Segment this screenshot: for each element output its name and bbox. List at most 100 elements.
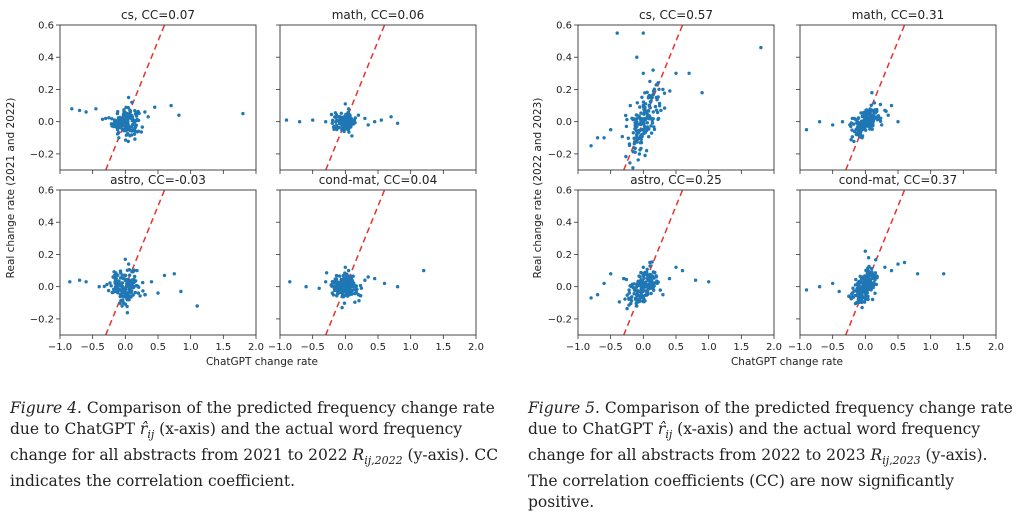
scatter-point: [656, 117, 660, 122]
scatter-point: [637, 114, 641, 118]
figure-5-caption: Figure 5. Comparison of the predicted fr…: [528, 398, 1018, 513]
scatter-point: [358, 293, 362, 298]
scatter-point: [635, 55, 639, 59]
scatter-point: [862, 277, 867, 281]
scatter-point: [649, 124, 653, 128]
reference-line-y-equals-x: [623, 190, 684, 335]
scatter-point: [862, 116, 867, 120]
scatter-point: [350, 134, 354, 138]
scatter-point: [343, 265, 347, 269]
x-tick-label: −0.5: [599, 342, 623, 353]
scatter-point: [304, 285, 308, 289]
scatter-point: [648, 79, 652, 84]
scatter-point: [115, 128, 120, 132]
subplot-title: math, CC=0.06: [332, 8, 425, 22]
scatter-point: [334, 287, 339, 291]
scatter-point: [77, 108, 82, 113]
scatter-point: [654, 83, 658, 87]
scatter-point: [868, 282, 872, 287]
scatter-point: [637, 152, 642, 156]
math-subscript: ij: [147, 428, 155, 442]
y-tick-label: 0.4: [556, 53, 572, 64]
scatter-point: [649, 131, 654, 135]
scatter-point: [635, 293, 639, 298]
subplot-title: cond-mat, CC=0.37: [839, 173, 957, 187]
scatter-point: [627, 291, 631, 295]
scatter-point: [874, 258, 878, 262]
scatter-point: [656, 95, 660, 99]
scatter-point: [875, 274, 879, 279]
scatter-points: [804, 249, 946, 310]
subplot-title: astro, CC=-0.03: [110, 173, 206, 187]
scatter-point: [873, 291, 877, 295]
scatter-point: [896, 262, 900, 266]
scatter-point: [389, 115, 393, 119]
scatter-point: [870, 297, 875, 302]
scatter-point: [630, 295, 634, 299]
scatter-point: [884, 109, 888, 114]
scatter-point: [351, 282, 356, 286]
scatter-point: [77, 278, 82, 282]
math-r-hat: r̂: [657, 420, 666, 438]
math-subscript: ij,2022: [364, 454, 403, 468]
scatter-subplot: cs, CC=0.57 −0.2 0.0 0.2 0.4 0.6: [548, 8, 775, 174]
scatter-point: [641, 265, 645, 269]
y-tick-label: 0.2: [38, 250, 54, 261]
fig4-xlabel: ChatGPT change rate: [206, 356, 318, 368]
scatter-point: [344, 276, 348, 281]
x-tick-label: 0.0: [635, 342, 651, 353]
scatter-point: [804, 288, 809, 292]
scatter-point: [639, 137, 643, 141]
scatter-point: [169, 103, 173, 108]
scatter-point: [872, 277, 876, 281]
scatter-point: [643, 153, 647, 158]
scatter-point: [854, 277, 858, 282]
scatter-point: [634, 120, 638, 124]
scatter-point: [130, 100, 134, 105]
scatter-point: [632, 292, 636, 296]
scatter-point: [116, 280, 121, 284]
scatter-point: [329, 112, 334, 117]
scatter-point: [356, 113, 361, 117]
scatter-point: [850, 292, 854, 296]
scatter-subplot: math, CC=0.06: [276, 8, 477, 174]
scatter-point: [860, 122, 864, 126]
scatter-point: [339, 111, 343, 116]
scatter-point: [641, 285, 645, 290]
scatter-point: [646, 96, 651, 100]
scatter-points: [288, 265, 426, 310]
scatter-point: [347, 290, 352, 295]
scatter-point: [358, 283, 363, 288]
scatter-point: [341, 286, 345, 290]
scatter-point: [135, 268, 139, 273]
scatter-point: [114, 278, 118, 282]
scatter-point: [634, 136, 638, 140]
scatter-point: [106, 288, 111, 293]
scatter-point: [363, 278, 367, 282]
x-tick-label: 1.5: [435, 342, 451, 353]
scatter-point: [863, 249, 867, 253]
scatter-point: [651, 68, 655, 72]
scatter-point: [860, 134, 865, 138]
scatter-point: [642, 110, 647, 114]
scatter-point: [340, 294, 344, 299]
scatter-point: [889, 103, 894, 108]
scatter-point: [118, 271, 123, 275]
scatter-point: [668, 89, 672, 93]
scatter-point: [111, 290, 116, 294]
subplot-title: cs, CC=0.07: [121, 8, 195, 22]
subplot-title: astro, CC=0.25: [630, 173, 721, 187]
x-tick-label: 1.5: [733, 342, 749, 353]
scatter-point: [837, 289, 841, 294]
scatter-point: [862, 289, 866, 293]
scatter-point: [700, 91, 704, 95]
scatter-point: [852, 289, 856, 293]
scatter-point: [345, 116, 349, 120]
scatter-point: [331, 125, 336, 129]
scatter-point: [131, 118, 135, 122]
scatter-point: [107, 116, 111, 120]
scatter-point: [628, 284, 632, 288]
scatter-point: [354, 284, 358, 288]
scatter-point: [817, 285, 822, 289]
scatter-point: [641, 31, 645, 35]
